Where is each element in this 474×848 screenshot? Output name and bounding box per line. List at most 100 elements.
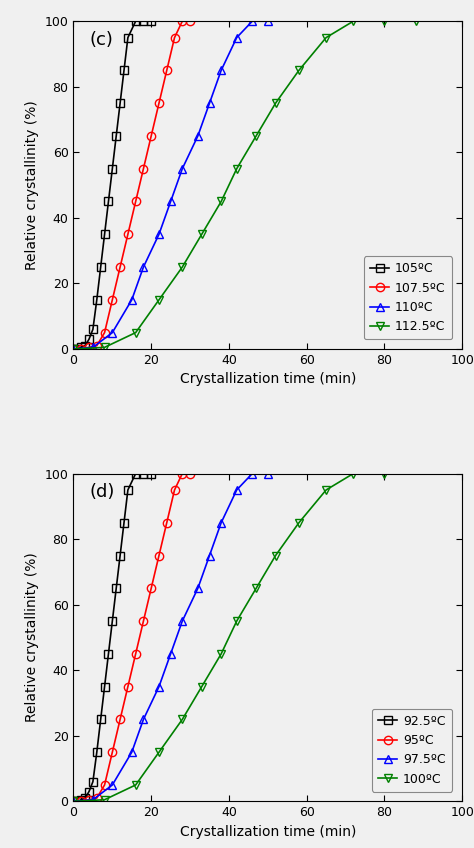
110ºC	[265, 16, 271, 26]
110ºC	[109, 327, 115, 338]
95ºC	[117, 714, 123, 724]
97.5ºC	[265, 468, 271, 478]
97.5ºC	[219, 517, 224, 527]
110ºC	[156, 229, 162, 239]
100ºC	[350, 468, 356, 478]
97.5ºC	[90, 795, 96, 805]
Line: 105ºC: 105ºC	[69, 17, 155, 353]
95ºC	[94, 793, 100, 803]
97.5ºC	[195, 583, 201, 594]
110ºC	[90, 343, 96, 353]
Y-axis label: Relative crystallinity (%): Relative crystallinity (%)	[25, 100, 39, 270]
107.5ºC	[78, 344, 84, 354]
92.5ºC	[141, 468, 146, 478]
97.5ºC	[249, 468, 255, 478]
Text: (c): (c)	[89, 31, 113, 49]
110ºC	[219, 65, 224, 75]
100ºC	[71, 796, 76, 806]
105ºC	[82, 341, 88, 351]
105ºC	[148, 16, 154, 26]
97.5ºC	[168, 649, 173, 659]
110ºC	[71, 344, 76, 354]
Text: (d): (d)	[89, 483, 114, 501]
97.5ºC	[207, 550, 212, 561]
Line: 112.5ºC: 112.5ºC	[69, 17, 419, 353]
105ºC	[71, 344, 76, 354]
97.5ºC	[141, 714, 146, 724]
100ºC	[133, 780, 138, 790]
100ºC	[273, 550, 278, 561]
110ºC	[195, 131, 201, 141]
Line: 97.5ºC: 97.5ºC	[69, 470, 272, 806]
Line: 92.5ºC: 92.5ºC	[69, 470, 155, 806]
105ºC	[121, 65, 127, 75]
112.5ºC	[219, 197, 224, 207]
100ºC	[156, 747, 162, 757]
95ºC	[78, 796, 84, 806]
112.5ºC	[273, 98, 278, 109]
95ºC	[156, 550, 162, 561]
92.5ºC	[125, 485, 131, 495]
97.5ºC	[109, 780, 115, 790]
105ºC	[86, 334, 92, 344]
100ºC	[253, 583, 259, 594]
107.5ºC	[109, 295, 115, 305]
110ºC	[207, 98, 212, 109]
110ºC	[129, 295, 135, 305]
110ºC	[141, 262, 146, 272]
100ºC	[296, 517, 302, 527]
X-axis label: Crystallization time (min): Crystallization time (min)	[180, 372, 356, 387]
105ºC	[78, 343, 84, 353]
112.5ºC	[296, 65, 302, 75]
95ºC	[86, 795, 92, 805]
X-axis label: Crystallization time (min): Crystallization time (min)	[180, 825, 356, 839]
Line: 95ºC: 95ºC	[69, 470, 194, 806]
107.5ºC	[156, 98, 162, 109]
92.5ºC	[82, 793, 88, 803]
105ºC	[94, 295, 100, 305]
112.5ºC	[102, 343, 108, 353]
105ºC	[133, 16, 138, 26]
100ºC	[234, 616, 239, 626]
112.5ºC	[156, 295, 162, 305]
92.5ºC	[78, 795, 84, 805]
92.5ºC	[102, 682, 108, 692]
105ºC	[90, 324, 96, 334]
92.5ºC	[148, 468, 154, 478]
105ºC	[102, 229, 108, 239]
100ºC	[180, 714, 185, 724]
92.5ºC	[90, 777, 96, 787]
97.5ºC	[234, 485, 239, 495]
92.5ºC	[86, 786, 92, 796]
107.5ºC	[94, 341, 100, 351]
107.5ºC	[125, 229, 131, 239]
112.5ºC	[199, 229, 205, 239]
112.5ºC	[180, 262, 185, 272]
107.5ºC	[141, 164, 146, 174]
100ºC	[219, 649, 224, 659]
95ºC	[164, 517, 170, 527]
107.5ºC	[148, 131, 154, 141]
95ºC	[172, 485, 177, 495]
92.5ºC	[74, 796, 80, 806]
92.5ºC	[98, 714, 103, 724]
95ºC	[187, 468, 193, 478]
107.5ºC	[180, 16, 185, 26]
110ºC	[180, 164, 185, 174]
107.5ºC	[133, 197, 138, 207]
95ºC	[180, 468, 185, 478]
100ºC	[382, 468, 387, 478]
Line: 107.5ºC: 107.5ºC	[69, 17, 194, 353]
97.5ºC	[71, 796, 76, 806]
100ºC	[199, 682, 205, 692]
97.5ºC	[180, 616, 185, 626]
112.5ºC	[323, 32, 329, 42]
105ºC	[106, 197, 111, 207]
112.5ºC	[234, 164, 239, 174]
95ºC	[133, 649, 138, 659]
107.5ºC	[187, 16, 193, 26]
112.5ºC	[133, 327, 138, 338]
107.5ºC	[86, 343, 92, 353]
92.5ºC	[109, 616, 115, 626]
92.5ºC	[94, 747, 100, 757]
